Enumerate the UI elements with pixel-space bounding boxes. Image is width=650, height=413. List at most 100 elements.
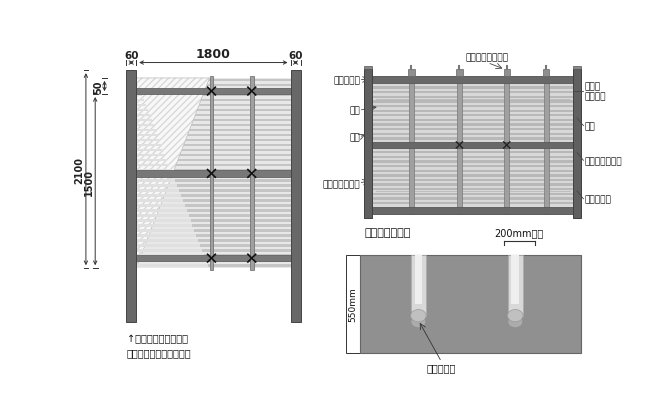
- Text: チャンネル: チャンネル: [333, 76, 360, 85]
- Bar: [136, 124, 291, 127]
- Bar: [136, 100, 291, 102]
- Bar: [365, 129, 580, 131]
- Text: 2100: 2100: [74, 156, 85, 183]
- Bar: [365, 142, 580, 145]
- Bar: [136, 214, 291, 217]
- Bar: [136, 219, 291, 222]
- Text: 下がり止め: 下がり止め: [427, 362, 456, 372]
- Bar: [136, 95, 291, 97]
- Bar: [365, 138, 580, 140]
- Bar: [136, 244, 291, 247]
- Bar: [365, 83, 580, 85]
- Bar: [365, 106, 580, 108]
- Bar: [136, 135, 158, 137]
- Bar: [136, 184, 177, 187]
- Bar: [136, 154, 166, 157]
- Bar: [365, 161, 580, 163]
- Bar: [136, 140, 291, 142]
- Bar: [365, 207, 580, 209]
- Bar: [136, 195, 291, 197]
- Text: 550mm: 550mm: [349, 287, 358, 322]
- Ellipse shape: [508, 310, 523, 322]
- Text: 支柱: 支柱: [350, 133, 360, 142]
- Ellipse shape: [508, 317, 522, 328]
- Text: 胴縁: 胴縁: [584, 122, 595, 131]
- Text: 60: 60: [124, 51, 138, 61]
- Bar: [136, 95, 142, 97]
- Bar: [136, 169, 291, 172]
- Text: ↑連結セットはこの柱
片側がついていません。: ↑連結セットはこの柱 片側がついていません。: [127, 334, 192, 357]
- Text: 埋め込み式施工: 埋め込み式施工: [364, 228, 411, 238]
- Text: あや竹（立子）: あや竹（立子）: [584, 157, 622, 166]
- Bar: [136, 150, 164, 152]
- Bar: [136, 89, 291, 95]
- Bar: [543, 70, 549, 76]
- Bar: [508, 255, 523, 316]
- Bar: [365, 170, 580, 173]
- Bar: [136, 80, 291, 82]
- Bar: [136, 190, 291, 192]
- Bar: [136, 109, 148, 112]
- Bar: [346, 255, 360, 353]
- Bar: [136, 184, 291, 187]
- Bar: [136, 150, 291, 152]
- Bar: [372, 76, 573, 84]
- Bar: [136, 179, 175, 182]
- Bar: [408, 70, 415, 76]
- Bar: [136, 264, 208, 267]
- Ellipse shape: [411, 310, 426, 322]
- Bar: [573, 70, 581, 218]
- Bar: [365, 115, 580, 117]
- Bar: [136, 254, 204, 257]
- Bar: [136, 204, 291, 207]
- Bar: [365, 184, 580, 186]
- Bar: [504, 76, 509, 215]
- Bar: [365, 202, 580, 205]
- Bar: [136, 195, 181, 197]
- Bar: [365, 101, 580, 103]
- Text: 人工竹用キャップ: 人工竹用キャップ: [466, 54, 509, 63]
- Bar: [456, 70, 463, 76]
- Bar: [136, 169, 171, 172]
- Bar: [360, 255, 581, 353]
- Bar: [136, 239, 291, 242]
- Bar: [136, 135, 291, 137]
- Bar: [136, 199, 291, 202]
- Bar: [136, 190, 179, 192]
- Bar: [365, 87, 580, 90]
- Bar: [364, 67, 372, 70]
- Text: 1800: 1800: [196, 48, 231, 61]
- Bar: [136, 119, 152, 122]
- Bar: [136, 234, 291, 237]
- Bar: [136, 229, 194, 232]
- Bar: [136, 244, 200, 247]
- Bar: [136, 85, 138, 87]
- Bar: [250, 77, 254, 270]
- Bar: [136, 204, 185, 207]
- Bar: [365, 119, 580, 122]
- Bar: [544, 76, 549, 215]
- Bar: [136, 159, 291, 162]
- Text: あや竹（組子）: あや竹（組子）: [322, 180, 360, 188]
- Bar: [365, 175, 580, 177]
- Bar: [136, 145, 291, 147]
- Bar: [136, 145, 162, 147]
- Text: 1500: 1500: [84, 168, 94, 195]
- Bar: [365, 189, 580, 191]
- Bar: [209, 77, 213, 270]
- Bar: [415, 255, 422, 304]
- Bar: [136, 104, 146, 107]
- Bar: [136, 209, 291, 212]
- Bar: [365, 152, 580, 154]
- Bar: [136, 249, 202, 252]
- Bar: [136, 219, 190, 222]
- Bar: [136, 114, 291, 117]
- Text: ポリコード: ポリコード: [584, 195, 611, 204]
- Bar: [365, 179, 580, 182]
- Bar: [573, 67, 581, 70]
- Bar: [136, 90, 291, 92]
- Bar: [136, 199, 183, 202]
- Text: 銅線: 銅線: [350, 107, 360, 116]
- Bar: [136, 124, 154, 127]
- Bar: [364, 70, 372, 218]
